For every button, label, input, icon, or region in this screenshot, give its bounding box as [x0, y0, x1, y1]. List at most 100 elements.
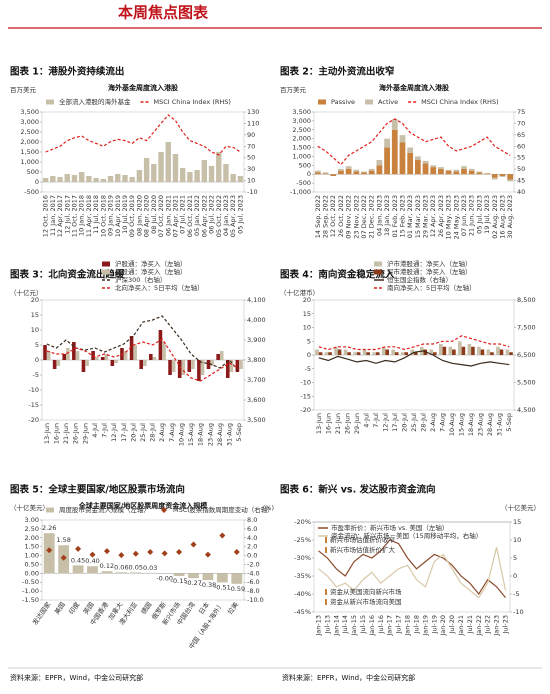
bar	[492, 178, 498, 180]
value-label: 0.45	[71, 556, 85, 564]
bar	[144, 158, 149, 182]
bar	[490, 352, 494, 355]
bar	[461, 169, 467, 174]
value-label: 2.26	[42, 524, 56, 532]
y-tick-label: 1,500	[292, 144, 311, 152]
value-label: 0.05	[129, 563, 143, 571]
legend-label: 北向净买入：5日平均（左轴）	[115, 283, 204, 292]
bar	[43, 178, 48, 182]
legend-label: 周度股市资金流入规模（左轴）	[59, 505, 150, 514]
x-tick-label: Jul-23	[502, 615, 510, 634]
bar	[203, 573, 214, 580]
x-tick-label: 2-Aug	[158, 423, 166, 442]
legend-label: 沪股通：净买入（左轴）	[115, 259, 187, 268]
legend-swatch	[365, 100, 373, 105]
value-label: 0.12	[100, 562, 114, 570]
source: 资料来源：EPFR，Wind，中金公司研究部	[10, 673, 143, 682]
value-label: 0.03	[143, 564, 157, 572]
chart-subtitle: 海外基金周度流入港股	[108, 83, 179, 92]
legend-swatch	[102, 270, 110, 275]
y-tick-label: -30%	[294, 554, 311, 562]
x-tick-label: 2-Aug	[429, 413, 437, 432]
bar	[216, 152, 221, 182]
annotation: 新兴市场估值折价收窄	[330, 535, 396, 544]
x-tick-label: 15-Aug	[187, 423, 195, 446]
diamond-marker	[147, 549, 153, 555]
x-tick-label: 23-Aug	[206, 423, 214, 446]
legend-swatch	[374, 262, 382, 267]
y2-tick-label: 55	[517, 154, 525, 162]
bar	[53, 360, 57, 369]
chart-title: 图表 2：主动外资流出收窄	[280, 66, 395, 78]
bar	[346, 169, 352, 174]
y2-tick-label: 15	[513, 518, 521, 526]
bar	[210, 360, 214, 366]
diamond-marker	[75, 546, 81, 552]
bar	[415, 156, 421, 160]
x-tick-label: 20-Jul	[400, 413, 408, 432]
bar	[395, 352, 399, 355]
bar	[423, 161, 429, 164]
bar	[433, 352, 437, 355]
bar	[315, 171, 321, 173]
bar	[328, 352, 332, 355]
bar	[477, 172, 483, 173]
bar	[217, 573, 228, 582]
legend-swatch	[374, 270, 382, 275]
y-tick-label: 5	[35, 341, 39, 349]
x-tick-label: 28-Aug	[216, 423, 224, 446]
legend-swatch	[102, 262, 110, 267]
y2-tick-label: -10.0	[247, 596, 264, 604]
y-tick-label: 3,000	[20, 118, 39, 126]
x-tick-label: 7-Jul	[101, 423, 109, 438]
bar	[477, 172, 483, 174]
bar	[453, 170, 459, 172]
x-tick-label: 拉美	[225, 600, 240, 616]
y2-tick-label: -10	[513, 608, 524, 616]
bar	[76, 351, 80, 360]
y2-tick-label: 8,500	[517, 296, 536, 304]
bar	[315, 172, 321, 174]
bar	[430, 165, 436, 167]
bar	[423, 164, 429, 175]
x-tick-label: 26-Jun	[343, 413, 351, 434]
y2-tick-label: -2.0	[247, 560, 260, 568]
y-tick-label: 2.50	[25, 525, 39, 533]
bar	[347, 352, 351, 355]
line	[318, 119, 510, 165]
y-tick-label: -20	[28, 416, 39, 424]
bar	[129, 177, 134, 182]
y-tick-label: -15	[300, 392, 311, 400]
bar	[344, 350, 348, 356]
y2-tick-label: 6,500	[517, 351, 536, 359]
diamond-marker	[219, 533, 225, 539]
y-tick-label: -15	[28, 401, 39, 409]
y2-tick-label: 8.0	[247, 516, 257, 524]
bar	[191, 360, 195, 369]
y-tick-label: -20%	[294, 518, 311, 526]
bar	[115, 174, 120, 182]
bar	[468, 344, 472, 355]
legend-label: 深股通：净买入（左轴）	[115, 267, 187, 276]
bar	[500, 350, 504, 356]
y2-tick-label: -4.0	[247, 569, 260, 577]
bar	[443, 347, 447, 355]
diamond-marker	[234, 549, 240, 555]
legend-label: MSCI股票指数周期度变动（右轴）	[173, 505, 274, 514]
bar	[415, 160, 421, 174]
legend-label: MSCI China Index (RHS)	[421, 98, 498, 106]
y2-tick-label: 6.0	[247, 525, 257, 533]
bar	[172, 360, 176, 372]
x-tick-label: Jan-20	[439, 615, 447, 637]
y2-tick-label: 2.0	[247, 543, 257, 551]
bar	[400, 135, 406, 142]
x-tick-label: 15-Aug	[458, 413, 466, 436]
y-tick-label: 10	[31, 326, 39, 334]
bar	[357, 352, 361, 355]
bar	[43, 345, 47, 360]
bar	[338, 171, 344, 175]
y-axis-label: 百万美元	[280, 85, 307, 94]
x-tick-label: 17-Jul	[391, 413, 399, 432]
x-tick-label: 7-Aug	[439, 413, 447, 432]
bar	[130, 572, 141, 573]
